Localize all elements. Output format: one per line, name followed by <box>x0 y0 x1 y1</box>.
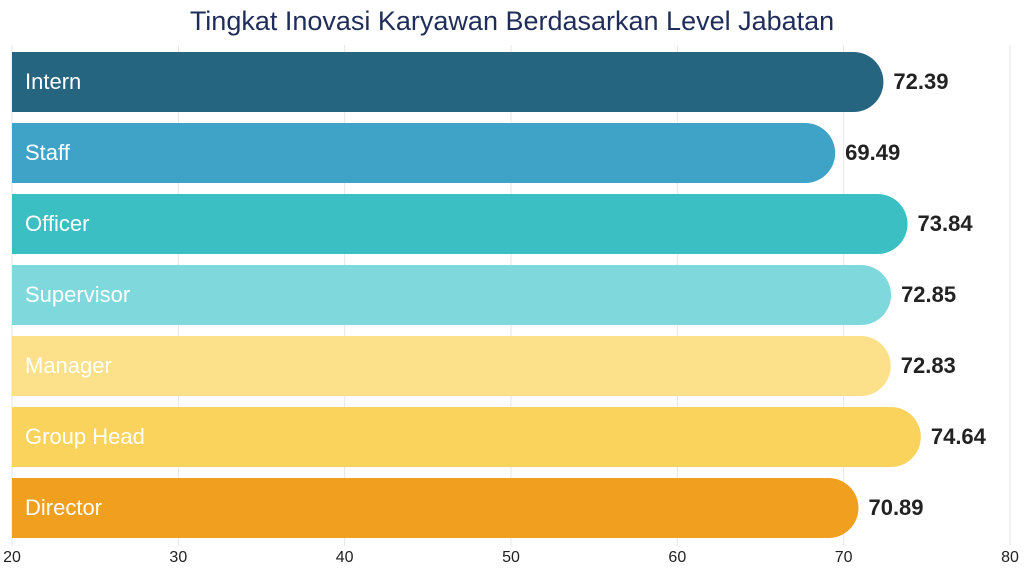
x-tick-label: 60 <box>668 549 686 566</box>
category-label: Group Head <box>25 424 145 449</box>
bar <box>12 336 891 396</box>
category-label: Officer <box>25 211 89 236</box>
category-label: Supervisor <box>25 282 130 307</box>
category-label: Staff <box>25 140 71 165</box>
x-tick-label: 50 <box>502 549 520 566</box>
bar <box>12 123 836 183</box>
bar <box>12 194 908 254</box>
value-label: 72.39 <box>893 69 948 94</box>
x-tick-label: 40 <box>336 549 354 566</box>
bar <box>12 52 884 112</box>
x-tick-label: 70 <box>835 549 853 566</box>
x-tick-label: 20 <box>3 549 21 566</box>
bar <box>12 407 921 467</box>
chart-title: Tingkat Inovasi Karyawan Berdasarkan Lev… <box>190 6 834 36</box>
value-label: 72.85 <box>901 282 956 307</box>
value-label: 72.83 <box>901 353 956 378</box>
category-label: Intern <box>25 69 81 94</box>
category-label: Manager <box>25 353 112 378</box>
value-label: 74.64 <box>931 424 987 449</box>
x-tick-label: 80 <box>1001 549 1019 566</box>
bar <box>12 478 859 538</box>
x-tick-label: 30 <box>169 549 187 566</box>
value-label: 69.49 <box>845 140 900 165</box>
value-label: 73.84 <box>918 211 974 236</box>
category-label: Director <box>25 495 102 520</box>
value-label: 70.89 <box>868 495 923 520</box>
bar <box>12 265 892 325</box>
